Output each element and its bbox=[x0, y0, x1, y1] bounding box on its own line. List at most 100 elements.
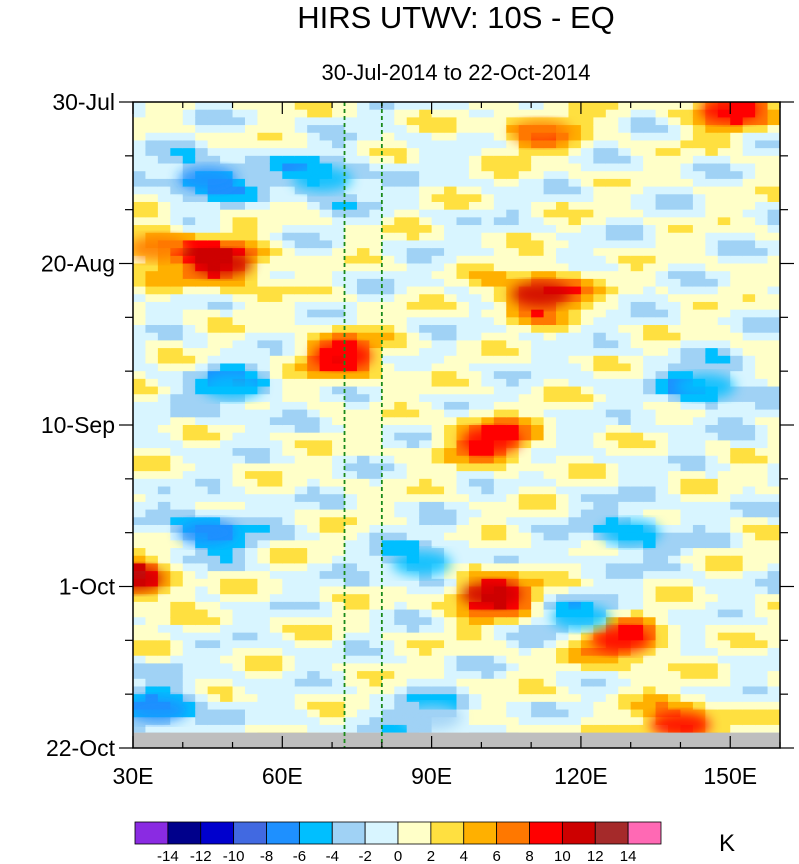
heat-cell bbox=[717, 263, 731, 272]
heat-cell bbox=[481, 701, 495, 711]
heat-cell bbox=[344, 663, 358, 672]
heat-cell bbox=[643, 194, 657, 203]
heat-cell bbox=[692, 586, 706, 595]
heat-cell bbox=[605, 448, 619, 457]
heat-cell bbox=[593, 701, 607, 711]
heat-cell bbox=[506, 332, 520, 341]
heat-cell bbox=[157, 532, 171, 541]
heat-cell bbox=[605, 555, 619, 565]
heat-cell bbox=[680, 455, 694, 465]
heat-cell bbox=[431, 325, 445, 334]
colorbar-label: -4 bbox=[326, 848, 339, 864]
heat-cell bbox=[580, 248, 594, 257]
heat-cell bbox=[630, 563, 644, 572]
heat-cell bbox=[431, 640, 445, 649]
heat-cell bbox=[568, 724, 582, 734]
heat-cell bbox=[493, 325, 507, 334]
heat-cell bbox=[431, 148, 445, 157]
heat-cell bbox=[394, 248, 408, 257]
heat-cell bbox=[742, 632, 756, 641]
heat-cell bbox=[568, 155, 582, 165]
heat-cell bbox=[145, 394, 159, 403]
heat-cell bbox=[717, 317, 731, 326]
heat-cell bbox=[493, 194, 507, 203]
heat-cell bbox=[755, 486, 769, 495]
heat-cell bbox=[381, 148, 395, 157]
heat-cell bbox=[755, 348, 769, 357]
heat-cell bbox=[556, 640, 570, 649]
heat-cell bbox=[456, 655, 470, 664]
heat-cell bbox=[481, 194, 495, 203]
heat-cell bbox=[145, 171, 159, 180]
heat-cell bbox=[593, 109, 607, 118]
heat-cell bbox=[195, 471, 209, 480]
heat-cell bbox=[444, 509, 458, 518]
heat-cell bbox=[481, 709, 495, 718]
heat-cell bbox=[356, 671, 370, 680]
heat-cell bbox=[468, 563, 482, 572]
heat-cell bbox=[742, 409, 756, 418]
heat-cell bbox=[518, 624, 532, 634]
heat-cell bbox=[344, 594, 358, 603]
heat-cell bbox=[419, 225, 433, 234]
heat-cell bbox=[692, 401, 706, 411]
heat-cell bbox=[344, 671, 358, 680]
heat-cell bbox=[406, 509, 420, 518]
heat-cell bbox=[668, 155, 682, 165]
heat-cell bbox=[730, 586, 744, 595]
heat-cell bbox=[356, 655, 370, 664]
heat-cell bbox=[157, 517, 171, 526]
heat-cell bbox=[369, 309, 383, 318]
heat-cell bbox=[518, 271, 532, 280]
heat-cell bbox=[568, 378, 582, 388]
heat-cell bbox=[282, 171, 296, 180]
heat-cell bbox=[506, 601, 520, 611]
heat-cell bbox=[705, 217, 719, 226]
heat-cell bbox=[145, 209, 159, 218]
heat-cell bbox=[145, 386, 159, 395]
heat-cell bbox=[232, 117, 246, 126]
heat-cell bbox=[556, 532, 570, 541]
heat-cell bbox=[344, 148, 358, 157]
heat-cell bbox=[195, 271, 209, 280]
heat-cell bbox=[444, 548, 458, 557]
heat-cell bbox=[244, 617, 259, 626]
heat-cell bbox=[705, 132, 719, 142]
heat-cell bbox=[680, 555, 694, 565]
heat-cell bbox=[431, 163, 445, 172]
heat-cell bbox=[294, 471, 308, 480]
heat-cell bbox=[232, 332, 246, 341]
heat-cell bbox=[518, 109, 532, 118]
heat-cell bbox=[282, 348, 296, 357]
heat-cell bbox=[643, 640, 657, 649]
heat-cell bbox=[282, 432, 296, 441]
heat-cell bbox=[294, 140, 308, 149]
heat-cell bbox=[531, 501, 545, 511]
heat-cell bbox=[730, 155, 744, 165]
heat-cell bbox=[207, 271, 221, 280]
heat-cell bbox=[381, 571, 395, 580]
heat-cell bbox=[356, 524, 370, 534]
heat-cell bbox=[381, 501, 395, 511]
heat-cell bbox=[605, 278, 619, 288]
heat-cell bbox=[294, 355, 308, 365]
heat-cell bbox=[444, 401, 458, 411]
heat-cell bbox=[655, 640, 669, 649]
heat-cell bbox=[220, 194, 234, 203]
heat-cell bbox=[605, 671, 619, 680]
heat-cell bbox=[182, 148, 196, 157]
heat-cell bbox=[692, 594, 706, 603]
heat-cell bbox=[381, 217, 395, 226]
heat-cell bbox=[307, 524, 321, 534]
heat-cell bbox=[643, 248, 657, 257]
heat-cell bbox=[605, 401, 619, 411]
heat-cell bbox=[294, 609, 308, 618]
heat-cell bbox=[133, 601, 147, 611]
heat-cell bbox=[294, 386, 308, 395]
heat-cell bbox=[705, 278, 719, 288]
heat-cell bbox=[406, 263, 420, 272]
heat-cell bbox=[133, 286, 147, 295]
heat-cell bbox=[244, 501, 259, 511]
heat-cell bbox=[518, 609, 532, 618]
heat-cell bbox=[257, 701, 271, 711]
